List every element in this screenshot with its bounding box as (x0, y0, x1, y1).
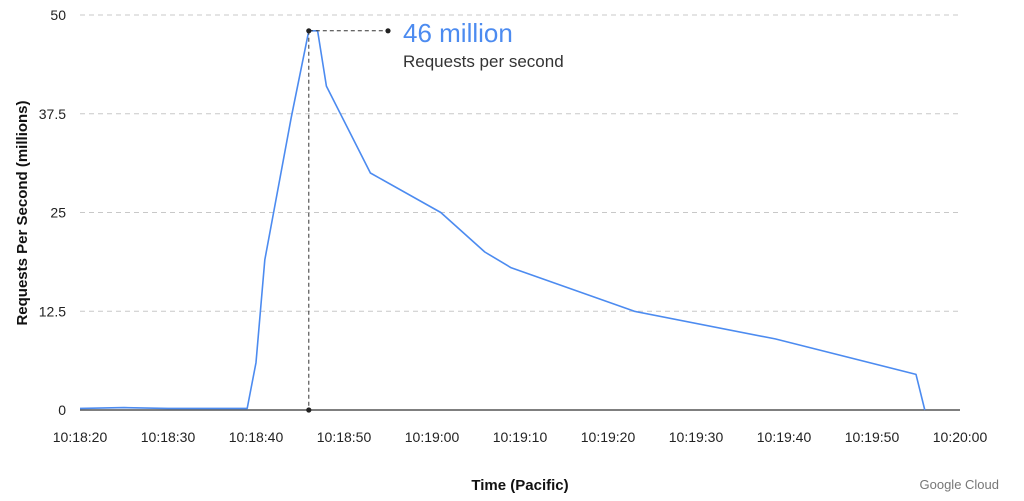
x-tick-label: 10:19:20 (581, 429, 636, 445)
x-tick-label: 10:20:00 (933, 429, 988, 445)
peak-annotation (306, 28, 391, 413)
y-tick-label: 25 (50, 205, 66, 221)
series-group (79, 29, 926, 411)
x-axis-title: Time (Pacific) (471, 477, 568, 494)
x-tick-label: 10:18:20 (53, 429, 108, 445)
annotation-subtitle: Requests per second (403, 52, 564, 71)
y-tick-label: 37.5 (39, 106, 66, 122)
annotation-base-dot (306, 407, 312, 413)
annotation-label-dot (385, 28, 391, 34)
grid-lines (80, 14, 960, 312)
x-tick-label: 10:18:50 (317, 429, 372, 445)
annotation-peak-dot (306, 28, 312, 34)
y-axis-title: Requests Per Second (millions) (14, 100, 31, 325)
x-tick-label: 10:19:30 (669, 429, 724, 445)
y-tick-label: 12.5 (39, 303, 66, 319)
annotation-headline: 46 million (403, 18, 513, 48)
google-cloud-logo: Google Cloud (920, 477, 1000, 492)
y-tick-labels: 0 12.5 25 37.5 50 (39, 7, 66, 418)
y-tick-label: 0 (58, 402, 66, 418)
x-tick-labels: 10:18:20 10:18:30 10:18:40 10:18:50 10:19:00… (53, 429, 988, 445)
x-tick-label: 10:19:00 (405, 429, 460, 445)
x-tick-label: 10:19:40 (757, 429, 812, 445)
x-tick-label: 10:18:30 (141, 429, 196, 445)
y-tick-label: 50 (50, 7, 66, 23)
series-line (79, 29, 926, 411)
x-tick-label: 10:19:10 (493, 429, 548, 445)
x-tick-label: 10:19:50 (845, 429, 900, 445)
x-tick-label: 10:18:40 (229, 429, 284, 445)
